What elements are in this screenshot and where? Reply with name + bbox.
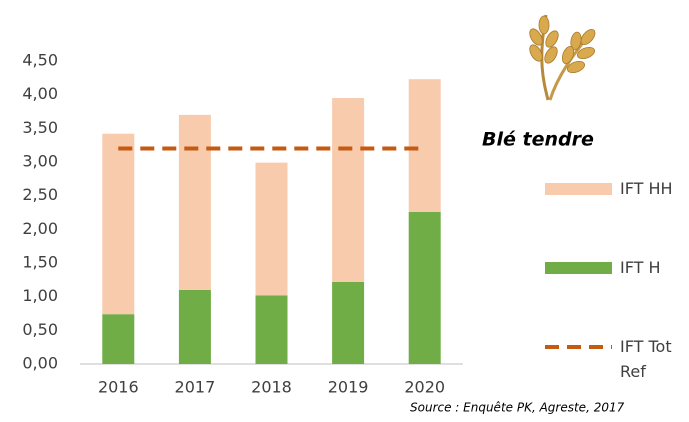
- bar: [332, 281, 365, 364]
- y-tick-label: 3,00: [22, 152, 58, 171]
- y-tick-label: 2,50: [22, 185, 58, 204]
- y-tick-label: 3,50: [22, 118, 58, 137]
- x-tick-label: 2017: [175, 378, 216, 397]
- wheat-icon: [529, 14, 596, 101]
- bar: [255, 295, 288, 364]
- bar: [178, 289, 211, 364]
- legend-label: IFT H: [620, 258, 661, 277]
- bar: [408, 211, 441, 364]
- legend-label: IFT Tot Ref: [620, 337, 672, 381]
- x-tick-label: 2019: [328, 378, 369, 397]
- bar: [102, 314, 135, 364]
- legend-swatch: [545, 183, 612, 195]
- y-tick-label: 1,50: [22, 253, 58, 272]
- y-tick-label: 2,00: [22, 219, 58, 238]
- legend-swatch: [545, 262, 612, 274]
- source: Source : Enquête PK, Agreste, 2017: [410, 401, 625, 415]
- y-tick-label: 1,00: [22, 286, 58, 305]
- x-tick-label: 2018: [251, 378, 292, 397]
- legend-label: IFT HH: [620, 179, 673, 198]
- bar: [332, 98, 365, 282]
- y-tick-label: 4,00: [22, 84, 58, 103]
- y-tick-label: 4,50: [22, 51, 58, 70]
- y-tick-label: 0,50: [22, 320, 58, 339]
- bar: [102, 133, 135, 315]
- x-tick-label: 2016: [98, 378, 139, 397]
- y-tick-label: 0,00: [22, 354, 58, 373]
- bar: [408, 79, 441, 212]
- chart-title: Blé tendre: [482, 129, 594, 151]
- bar: [178, 114, 211, 290]
- x-tick-label: 2020: [404, 378, 445, 397]
- bar: [255, 162, 288, 296]
